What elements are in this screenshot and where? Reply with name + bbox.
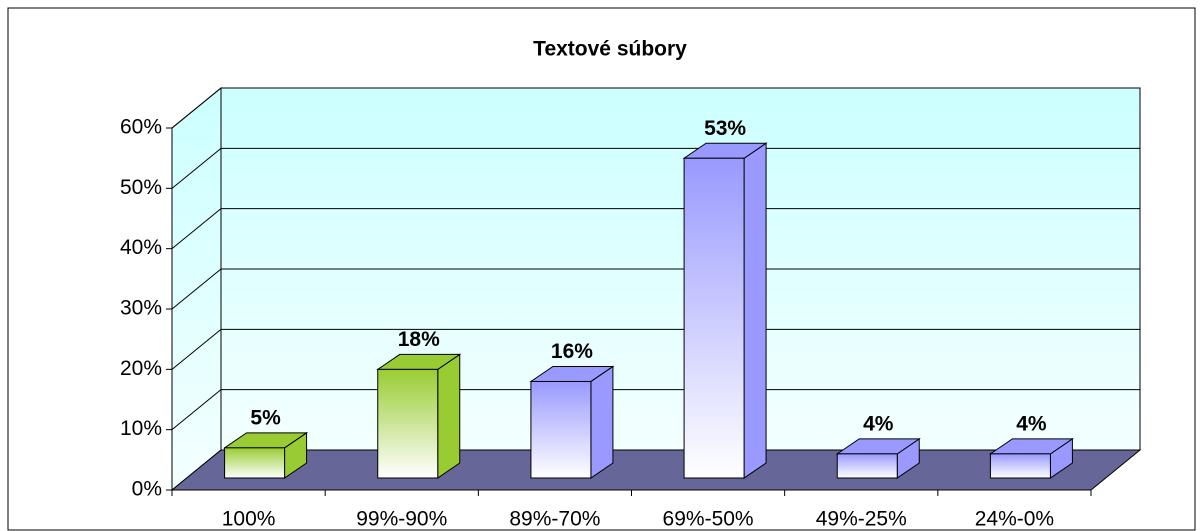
- x-tick-label: 49%-25%: [816, 508, 907, 531]
- x-tick-label: 100%: [222, 508, 276, 531]
- y-tick-label: 60%: [120, 116, 162, 139]
- bar: [836, 453, 898, 479]
- bar-side: [590, 365, 614, 479]
- y-tick-label: 0%: [132, 478, 162, 501]
- grid-line: [171, 147, 222, 189]
- grid-line: [171, 268, 222, 310]
- y-tick-label: 10%: [120, 417, 162, 440]
- bar-side: [743, 142, 767, 479]
- value-label: 4%: [1016, 412, 1047, 435]
- bar-side: [437, 353, 461, 479]
- y-tick-label: 50%: [120, 176, 162, 199]
- value-label: 16%: [551, 340, 593, 363]
- y-tick-label: 20%: [120, 357, 162, 380]
- grid-line: [171, 389, 222, 431]
- value-label: 4%: [863, 412, 894, 435]
- y-tick-label: 40%: [120, 236, 162, 259]
- bar: [224, 447, 286, 479]
- bar: [377, 368, 439, 479]
- grid-line: [171, 208, 222, 250]
- value-label: 18%: [398, 328, 440, 351]
- bar: [530, 380, 592, 479]
- y-tick-label: 30%: [120, 297, 162, 320]
- grid-line: [171, 87, 222, 129]
- grid-line: [171, 328, 222, 370]
- bar: [683, 157, 745, 479]
- chart-title: Textové súbory: [533, 38, 687, 61]
- x-tick-label: 24%-0%: [975, 508, 1054, 531]
- x-tick-label: 99%-90%: [356, 508, 447, 531]
- x-tick-label: 69%-50%: [663, 508, 754, 531]
- value-label: 5%: [250, 406, 281, 429]
- x-tick-label: 89%-70%: [509, 508, 600, 531]
- bar: [989, 453, 1051, 479]
- value-label: 53%: [704, 117, 746, 140]
